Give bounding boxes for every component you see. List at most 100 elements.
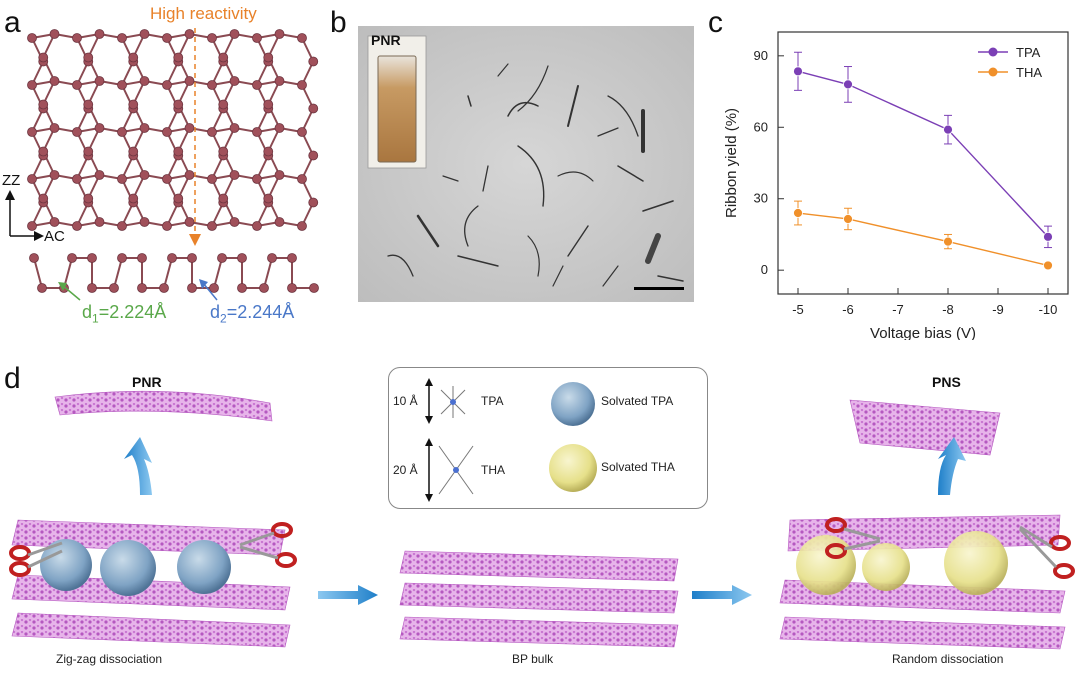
bp-bulk-caption: BP bulk xyxy=(512,652,554,666)
data-point-tha xyxy=(843,214,853,224)
left-bottom-sheet xyxy=(11,612,291,648)
series-line-tha xyxy=(797,212,1049,267)
data-point-tpa xyxy=(793,66,803,77)
data-point-tpa xyxy=(843,79,853,90)
tem-ribbons xyxy=(358,26,694,302)
tem-micrograph xyxy=(358,26,694,302)
d1-pointer xyxy=(61,284,81,301)
panel-d-illustration xyxy=(9,390,1075,650)
pnr-title: PNR xyxy=(132,374,162,390)
side-view-chain xyxy=(29,253,319,293)
vial-solution xyxy=(377,55,417,163)
data-point-tha xyxy=(793,208,803,218)
d2-subscript: 2 xyxy=(220,311,227,326)
pns-sheet xyxy=(849,399,1001,456)
d2-value: =2.244Å xyxy=(226,302,295,322)
random-caption: Random dissociation xyxy=(892,652,1004,666)
d1-symbol: d xyxy=(82,302,93,322)
legend-marker-tpa xyxy=(988,47,998,57)
ac-axis-arrowhead xyxy=(34,231,44,241)
plot-frame xyxy=(777,31,1069,295)
right-scissors-2 xyxy=(1018,525,1075,579)
left-solvated-tpa-2 xyxy=(100,540,156,596)
high-reactivity-label: High reactivity xyxy=(150,4,257,23)
left-scissors-1 xyxy=(9,541,63,577)
d2-pointer-head xyxy=(199,279,208,289)
tpa-size-arrow-top xyxy=(425,378,433,386)
d2-label: d2=2.244Å xyxy=(210,302,294,326)
legend-graphics xyxy=(425,378,597,502)
legend-solvated-tha-sphere xyxy=(549,444,597,492)
panel-letter-a: a xyxy=(4,6,21,39)
y-axis-label: Ribbon yield (%) xyxy=(723,108,740,218)
x-tick-label: -5 xyxy=(792,302,804,317)
tha-label: THA xyxy=(481,463,505,477)
pnr-ribbon xyxy=(54,390,273,422)
panel-letter-b: b xyxy=(330,6,347,39)
d1-value: =2.224Å xyxy=(98,302,167,322)
legend-solvated-tpa-sphere xyxy=(551,382,595,426)
reactivity-arrow-head xyxy=(189,234,201,246)
y-tick-label: 30 xyxy=(754,191,768,206)
left-direction-arrow xyxy=(318,585,378,605)
right-bottom-sheet xyxy=(779,616,1066,650)
ribbon-strands xyxy=(387,63,684,287)
y-tick-label: 0 xyxy=(761,262,768,277)
tha-size-arrow-top xyxy=(425,438,433,446)
pnr-exfoliation-arrow xyxy=(124,437,152,495)
panel-letter-c: c xyxy=(708,6,723,39)
y-tick-label: 90 xyxy=(754,48,768,63)
panel-a-structure xyxy=(5,28,319,301)
bulk-sheet-3 xyxy=(399,616,679,648)
d1-label: d1=2.224Å xyxy=(82,302,166,326)
x-tick-label: -9 xyxy=(992,302,1004,317)
left-solvated-tpa-1 xyxy=(40,539,92,591)
right-scissors-1 xyxy=(825,517,881,559)
left-solvated-tpa-3 xyxy=(177,540,231,594)
d2-pointer xyxy=(202,282,218,301)
right-solvated-tha-1 xyxy=(796,535,856,595)
molecule-legend: 10 Å TPA 20 Å THA Solvated TPA Solvated … xyxy=(388,367,708,509)
tpa-label: TPA xyxy=(481,394,504,408)
x-tick-label: -10 xyxy=(1039,302,1058,317)
x-axis-label: Voltage bias (V) xyxy=(870,325,976,340)
x-tick-label: -8 xyxy=(942,302,954,317)
right-direction-arrow xyxy=(692,585,752,605)
bulk-sheet-1 xyxy=(399,550,679,582)
ac-axis-label: AC xyxy=(44,228,65,245)
x-tick-label: -7 xyxy=(892,302,904,317)
tha-size-arrow-bottom xyxy=(425,494,433,502)
zz-axis-arrowhead xyxy=(5,190,15,200)
zz-axis-label: ZZ xyxy=(2,172,21,189)
legend-marker-tha xyxy=(988,67,998,77)
scale-bar xyxy=(634,287,684,290)
left-scissors-2 xyxy=(239,522,297,568)
panel-letter-d: d xyxy=(4,362,21,395)
right-solvated-tha-2 xyxy=(862,543,910,591)
legend-label-tpa: TPA xyxy=(1016,45,1041,60)
d2-symbol: d xyxy=(210,302,221,322)
series-line-tpa xyxy=(797,70,1049,238)
tpa-size-arrow-bottom xyxy=(425,416,433,424)
tpa-size-label: 10 Å xyxy=(393,394,418,408)
ribbon-yield-chart: -5 -6 -7 -8 -9 -10 0 30 60 90 Voltage bias (V) Ribb… xyxy=(723,31,1069,340)
tpa-nitrogen-center xyxy=(450,399,456,405)
d1-subscript: 1 xyxy=(92,311,99,326)
right-solvated-tha-3 xyxy=(944,531,1008,595)
solvated-tpa-label: Solvated TPA xyxy=(601,394,674,408)
tha-size-label: 20 Å xyxy=(393,463,418,477)
pns-title: PNS xyxy=(932,374,961,390)
legend-label-tha: THA xyxy=(1016,65,1042,80)
data-point-tha xyxy=(1043,260,1053,271)
y-tick-label: 60 xyxy=(754,119,768,134)
data-point-tpa xyxy=(943,124,953,135)
data-point-tpa xyxy=(1043,231,1053,242)
pns-exfoliation-arrow xyxy=(938,437,966,495)
bulk-sheet-2 xyxy=(399,582,679,614)
tha-nitrogen-center xyxy=(453,467,459,473)
d1-pointer-head xyxy=(58,282,67,291)
solvated-tha-label: Solvated THA xyxy=(601,460,675,474)
pnr-inset-label: PNR xyxy=(371,32,401,48)
data-point-tha xyxy=(943,236,953,247)
x-tick-label: -6 xyxy=(842,302,854,317)
